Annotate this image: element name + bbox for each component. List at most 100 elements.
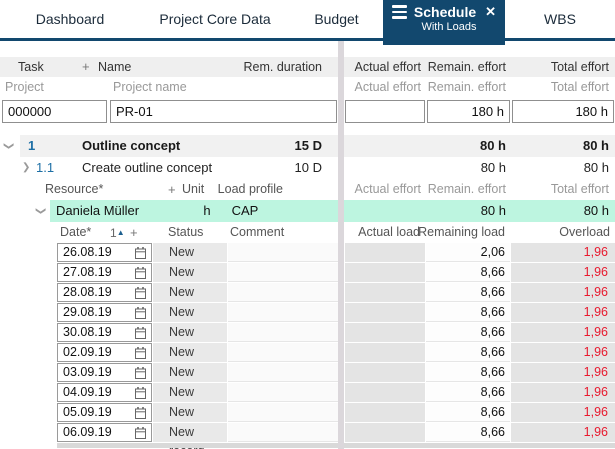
date-value[interactable]: 02.09.19 [63,345,112,359]
calendar-icon[interactable] [134,366,147,380]
add-date-row-icon[interactable]: + [130,225,138,240]
task-row-1-1[interactable]: ❯ 1.1 Create outline concept 10 D 80 h 8… [0,157,615,179]
calendar-icon[interactable] [134,306,147,320]
col-comment[interactable]: Comment [230,225,285,239]
comment-cell[interactable] [228,363,338,382]
actual-load-cell[interactable] [345,303,425,322]
remaining-load-cell[interactable]: 8,66 [426,263,510,282]
col-status[interactable]: Status [168,225,204,239]
status-cell[interactable]: New record [153,383,227,418]
date-cell[interactable]: 28.08.19 [57,283,152,302]
date-cell[interactable]: 30.08.19 [57,323,152,342]
col-unit[interactable]: Unit [182,182,205,196]
col-actual-effort[interactable]: Actual effort [354,60,421,74]
comment-cell[interactable] [228,263,338,282]
status-cell[interactable]: New record [153,343,227,378]
remaining-load-cell[interactable]: 8,66 [426,423,510,442]
date-value[interactable]: 30.08.19 [63,325,112,339]
add-resource-icon[interactable]: + [168,182,176,197]
comment-cell[interactable] [228,303,338,322]
project-id-field[interactable]: 000000 [2,100,107,123]
tab-schedule-active[interactable]: Schedule ✕ With Loads [383,0,505,45]
project-name-field[interactable]: PR-01 [110,100,337,123]
date-value[interactable]: 06.09.19 [63,425,112,439]
close-tab-icon[interactable]: ✕ [485,4,497,19]
actual-load-cell[interactable] [345,283,425,302]
add-task-icon[interactable]: + [82,59,90,74]
tab-budget[interactable]: Budget [314,11,359,27]
collapse-resource-icon[interactable]: ❯ [35,206,47,216]
col-actual-load[interactable]: Actual load [358,225,420,239]
remaining-load-cell[interactable]: 8,66 [426,323,510,342]
calendar-icon[interactable] [134,386,147,400]
col-resource[interactable]: Resource* [45,182,104,196]
calendar-icon[interactable] [134,406,147,420]
tab-dashboard[interactable]: Dashboard [35,11,105,27]
calendar-icon[interactable] [134,346,147,360]
calendar-icon[interactable] [134,266,147,280]
date-value[interactable]: 05.09.19 [63,405,112,419]
actual-load-cell[interactable] [345,363,425,382]
actual-load-cell[interactable] [345,343,425,362]
date-value[interactable]: 28.08.19 [63,285,112,299]
resource-row-daniela-mueller[interactable]: ❯ Daniela Müller h CAP 80 h 80 h [0,200,615,222]
comment-cell[interactable] [228,243,338,262]
date-value[interactable]: 03.09.19 [63,365,112,379]
task-number[interactable]: 1 [28,138,36,153]
remaining-load-cell[interactable]: 8,66 [426,363,510,382]
expand-task-1-1-icon[interactable]: ❯ [22,162,31,173]
remaining-load-cell[interactable]: 8,66 [426,383,510,402]
project-remain-effort-field[interactable]: 180 h [427,100,510,123]
status-cell[interactable]: New record [153,363,227,398]
status-cell[interactable]: New record [153,283,227,318]
task-name[interactable]: Create outline concept [82,160,213,175]
col-rem-duration[interactable]: Rem. duration [243,60,322,74]
status-cell[interactable]: New record [153,403,227,438]
remaining-load-cell[interactable]: 8,66 [426,343,510,362]
status-cell[interactable]: New record [153,303,227,338]
remaining-load-cell[interactable]: 2,06 [426,243,510,262]
calendar-icon[interactable] [134,286,147,300]
collapse-task-1-icon[interactable]: ❯ [3,141,15,151]
menu-icon[interactable] [391,5,407,19]
date-value[interactable]: 04.09.19 [63,385,112,399]
remaining-load-cell[interactable]: 8,66 [426,283,510,302]
status-cell[interactable]: New record [153,323,227,358]
comment-cell[interactable] [228,283,338,302]
calendar-icon[interactable] [134,246,147,260]
date-cell[interactable]: 04.09.19 [57,383,152,402]
col-remain-effort[interactable]: Remain. effort [427,60,506,74]
status-cell[interactable]: New record [153,263,227,298]
col-task[interactable]: Task [18,60,44,74]
actual-load-cell[interactable] [345,383,425,402]
tab-project-core-data[interactable]: Project Core Data [159,11,271,27]
date-cell[interactable]: 02.09.19 [57,343,152,362]
date-cell[interactable]: 26.08.19 [57,243,152,262]
col-total-effort[interactable]: Total effort [550,60,609,74]
comment-cell[interactable] [228,343,338,362]
date-cell[interactable]: 06.09.19 [57,423,152,442]
date-cell[interactable]: 29.08.19 [57,303,152,322]
calendar-icon[interactable] [134,426,147,440]
date-value[interactable]: 29.08.19 [63,305,112,319]
actual-load-cell[interactable] [345,263,425,282]
comment-cell[interactable] [228,323,338,342]
task-number[interactable]: 1.1 [36,160,55,175]
status-cell[interactable]: New record [153,243,227,278]
resource-name[interactable]: Daniela Müller [56,203,140,218]
date-cell[interactable]: 03.09.19 [57,363,152,382]
status-cell[interactable]: New record [153,423,227,449]
date-value[interactable]: 27.08.19 [63,265,112,279]
date-cell[interactable]: 27.08.19 [57,263,152,282]
date-value[interactable]: 26.08.19 [63,245,112,259]
actual-load-cell[interactable] [345,403,425,422]
col-name[interactable]: Name [98,60,132,74]
project-actual-effort-field[interactable] [345,100,425,123]
task-row-1[interactable]: ❯ 1 Outline concept 15 D 80 h 80 h [0,135,615,157]
sort-control[interactable]: 1▲ [110,226,125,240]
actual-load-cell[interactable] [345,423,425,442]
comment-cell[interactable] [228,423,338,442]
tab-wbs[interactable]: WBS [544,11,576,27]
actual-load-cell[interactable] [345,243,425,262]
date-cell[interactable]: 05.09.19 [57,403,152,422]
